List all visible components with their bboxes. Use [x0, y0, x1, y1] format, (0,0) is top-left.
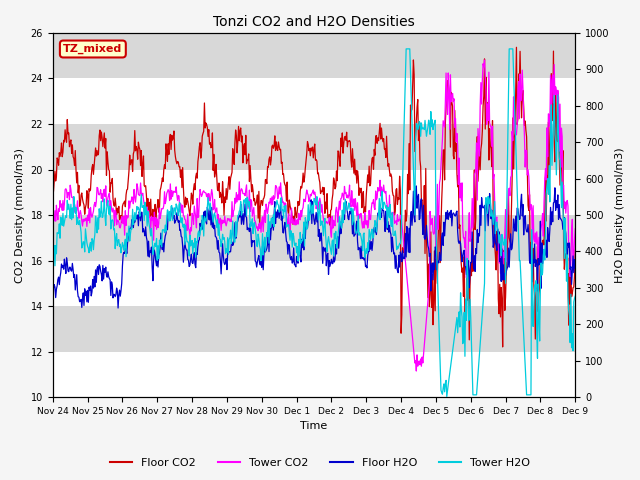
Bar — [52, 78, 575, 124]
Title: Tonzi CO2 and H2O Densities: Tonzi CO2 and H2O Densities — [213, 15, 415, 29]
Bar — [52, 169, 575, 215]
Bar — [52, 306, 575, 351]
Bar — [52, 33, 575, 78]
Bar — [52, 261, 575, 306]
X-axis label: Time: Time — [300, 421, 328, 432]
Y-axis label: H2O Density (mmol/m3): H2O Density (mmol/m3) — [615, 147, 625, 283]
Text: TZ_mixed: TZ_mixed — [63, 44, 122, 54]
Legend: Floor CO2, Tower CO2, Floor H2O, Tower H2O: Floor CO2, Tower CO2, Floor H2O, Tower H… — [105, 453, 535, 472]
Y-axis label: CO2 Density (mmol/m3): CO2 Density (mmol/m3) — [15, 147, 25, 283]
Bar — [52, 124, 575, 169]
Bar — [52, 215, 575, 261]
Bar — [52, 351, 575, 397]
